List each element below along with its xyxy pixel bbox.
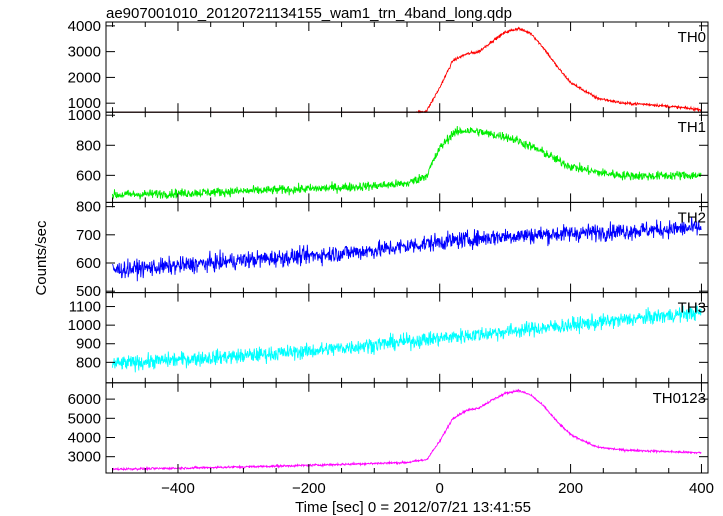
- y-tick-label: 2000: [68, 69, 101, 86]
- x-tick-label: 400: [689, 480, 714, 497]
- y-tick-label: 4000: [68, 18, 101, 35]
- series-line-th0: [112, 26, 702, 114]
- y-tick-label: 600: [76, 255, 101, 272]
- y-tick-label: 600: [76, 167, 101, 184]
- y-tick-label: 900: [76, 336, 101, 353]
- panels: 1000200030004000TH06008001000TH150060070…: [68, 18, 714, 497]
- series-line-th3: [112, 304, 702, 373]
- x-tick-label: −200: [292, 480, 326, 497]
- y-tick-label: 3000: [68, 44, 101, 61]
- x-tick-label: 200: [558, 480, 583, 497]
- y-tick-label: 1000: [68, 107, 101, 124]
- series-line-th1: [112, 125, 702, 200]
- y-tick-label: 1000: [68, 95, 101, 112]
- y-tick-label: 1100: [69, 299, 101, 316]
- series-label-th3: TH3: [678, 300, 706, 317]
- panel-frame: [105, 382, 709, 474]
- y-tick-label: 5000: [68, 410, 101, 427]
- series-line-th2: [112, 216, 702, 282]
- y-tick-label: 1000: [68, 317, 101, 334]
- x-tick-label: −400: [161, 480, 195, 497]
- y-tick-label: 4000: [68, 429, 101, 446]
- y-tick-label: 6000: [68, 391, 101, 408]
- series-label-th0: TH0: [678, 29, 706, 46]
- y-tick-label: 800: [76, 199, 101, 216]
- y-tick-label: 700: [76, 227, 101, 244]
- series-label-th0123: TH0123: [653, 390, 706, 407]
- y-tick-label: 3000: [68, 449, 101, 466]
- series-line-th0123: [112, 388, 702, 472]
- x-tick-label: 0: [436, 480, 444, 497]
- panel-frame: [105, 111, 709, 203]
- panel-th1: 600 800 1000 TH1: [68, 107, 709, 203]
- panel-th0123: 3000 4000 5000 6000 TH0123: [68, 382, 709, 474]
- series-label-th2: TH2: [678, 209, 706, 226]
- y-tick-label: 800: [76, 354, 101, 371]
- panel-th0: 1000 2000 3000 4000 TH0: [68, 18, 709, 114]
- panel-th2: 500 600 700 800 TH2: [76, 199, 709, 300]
- chart-title: ae907001010_20120721134155_wam1_trn_4ban…: [106, 5, 512, 22]
- y-tick-label: 500: [76, 283, 101, 300]
- y-tick-label: 800: [76, 137, 101, 154]
- panel-frame: [105, 21, 709, 113]
- y-axis-label: Counts/sec: [33, 220, 50, 296]
- x-axis-label: Time [sec] 0 = 2012/07/21 13:41:55: [295, 499, 531, 516]
- series-label-th1: TH1: [678, 119, 706, 136]
